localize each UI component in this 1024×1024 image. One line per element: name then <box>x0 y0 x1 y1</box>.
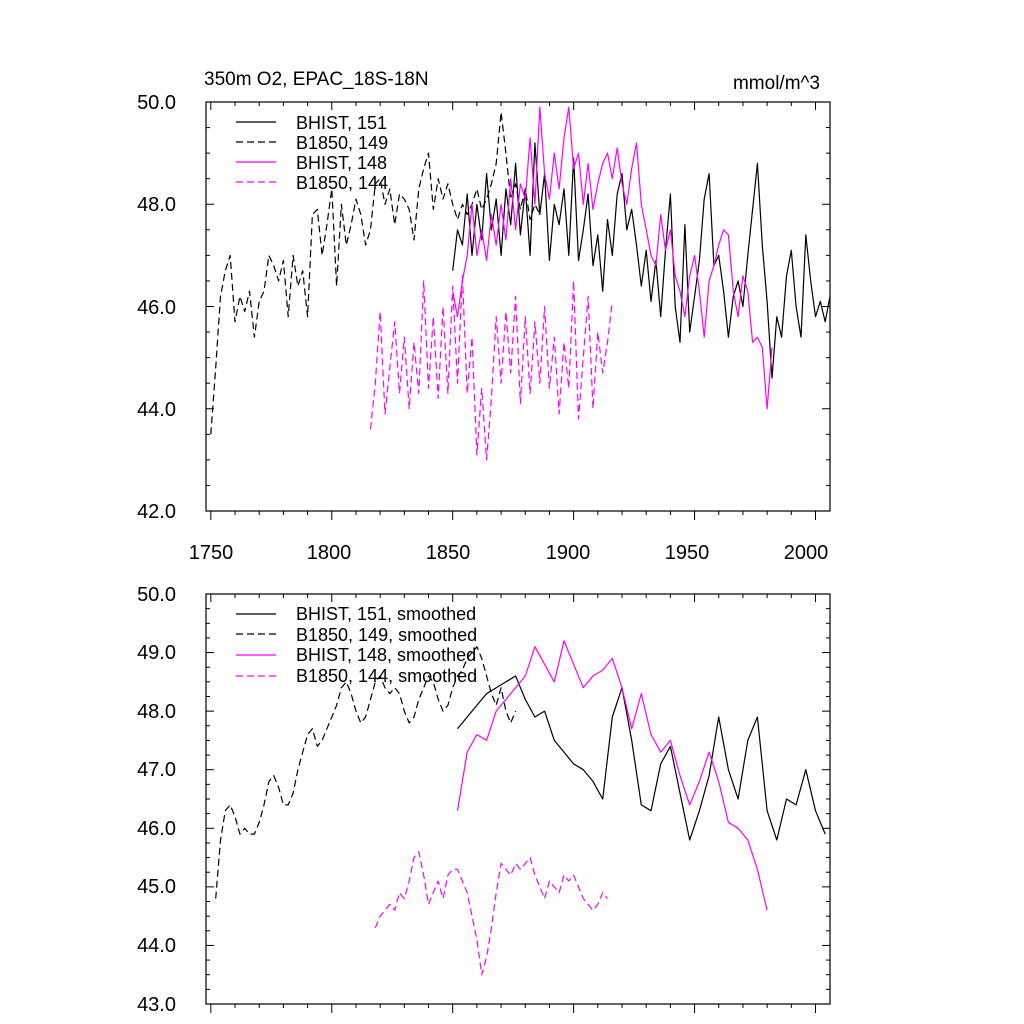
legend-label: B1850, 144, smoothed <box>296 666 477 686</box>
xtick-label: 1950 <box>665 542 710 564</box>
ytick-label: 48.0 <box>137 701 176 723</box>
ytick-label: 46.0 <box>137 818 176 840</box>
legend: BHIST, 151 B1850, 149 BHIST, 148 B1850, … <box>236 113 388 193</box>
units-label: mmol/m^3 <box>733 73 820 94</box>
legend-label: B1850, 144 <box>296 173 388 193</box>
series-line <box>452 106 773 410</box>
x-axis-labels: 1750 1800 1850 1900 1950 2000 <box>189 542 829 564</box>
series-line <box>452 142 831 379</box>
xtick-label: 1750 <box>189 542 234 564</box>
series-line <box>210 111 541 435</box>
series-group <box>210 106 831 461</box>
ytick-label: 50.0 <box>137 92 176 114</box>
xtick-label: 1900 <box>546 542 591 564</box>
legend-label: B1850, 149, smoothed <box>296 625 477 645</box>
y-axis-labels: 43.0 44.0 45.0 46.0 47.0 48.0 49.0 50.0 <box>137 584 176 1016</box>
axis-ticks <box>206 101 830 520</box>
series-line <box>457 675 826 841</box>
legend-label: BHIST, 148 <box>296 153 387 173</box>
legend-label: BHIST, 151 <box>296 113 387 133</box>
legend: BHIST, 151, smoothed B1850, 149, smoothe… <box>236 604 477 686</box>
ytick-label: 47.0 <box>137 759 176 781</box>
legend-label: B1850, 149 <box>296 133 388 153</box>
ytick-label: 48.0 <box>137 194 176 216</box>
axis-ticks <box>206 593 830 1013</box>
chart-title-left: 350m O2, EPAC_18S-18N <box>204 69 429 90</box>
legend-label: BHIST, 151, smoothed <box>296 604 476 624</box>
series-line <box>456 640 768 911</box>
ytick-label: 49.0 <box>137 642 176 664</box>
y-axis-labels: 42.0 44.0 46.0 48.0 50.0 <box>137 92 176 523</box>
ytick-label: 50.0 <box>137 584 176 606</box>
series-group <box>215 640 826 976</box>
ytick-label: 45.0 <box>137 876 176 898</box>
xtick-label: 1850 <box>426 542 471 564</box>
chart-top: 350m O2, EPAC_18S-18N mmol/m^3 42.0 44.0… <box>137 69 831 564</box>
ytick-label: 43.0 <box>137 994 176 1016</box>
series-line <box>215 646 517 899</box>
ytick-label: 44.0 <box>137 935 176 957</box>
ytick-label: 46.0 <box>137 297 176 319</box>
series-line <box>374 851 608 976</box>
ytick-label: 42.0 <box>137 501 176 523</box>
chart-bottom: 43.0 44.0 45.0 46.0 47.0 48.0 49.0 50.0 … <box>137 584 831 1016</box>
xtick-label: 1800 <box>307 542 352 564</box>
ytick-label: 44.0 <box>137 399 176 421</box>
xtick-label: 2000 <box>784 542 829 564</box>
series-line <box>369 275 613 461</box>
legend-label: BHIST, 148, smoothed <box>296 645 476 665</box>
